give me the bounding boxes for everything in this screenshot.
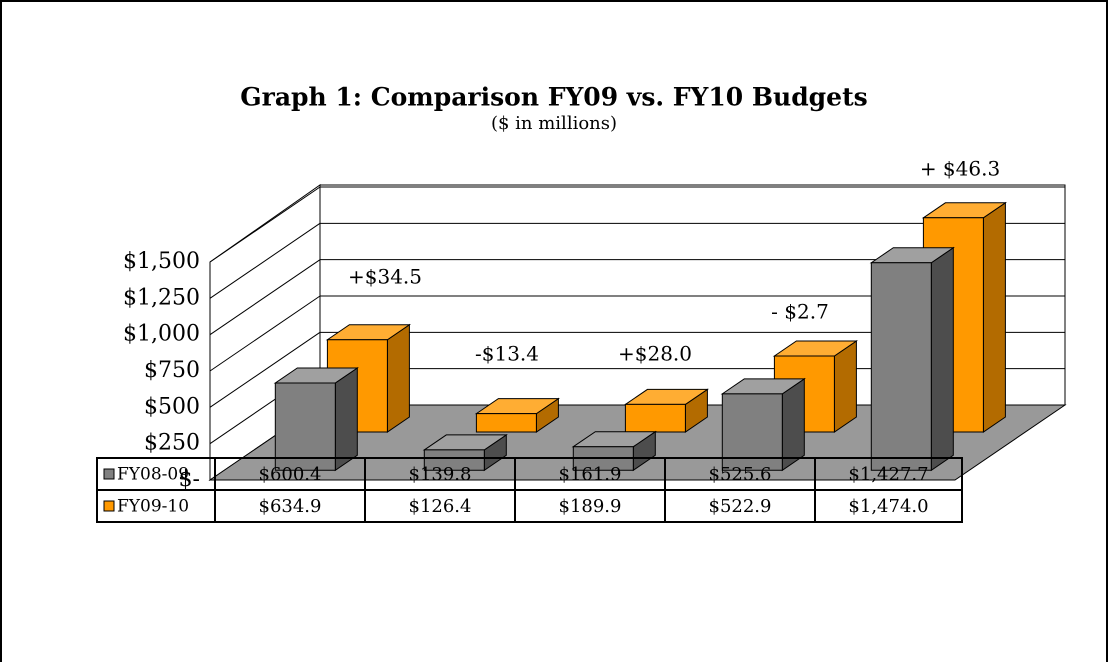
data-label: $189.9 xyxy=(559,496,622,517)
grid-line xyxy=(209,186,321,263)
data-label: $161.9 xyxy=(559,464,622,485)
annotation: +$34.5 xyxy=(348,265,422,289)
data-label: $525.6 xyxy=(709,464,772,485)
y-tick-label: $500 xyxy=(144,394,200,419)
grid-line xyxy=(209,259,321,336)
grid-line xyxy=(209,295,321,372)
annotation: -$13.4 xyxy=(475,342,539,366)
table-cell xyxy=(96,489,963,523)
data-label: $522.9 xyxy=(709,496,772,517)
data-label: $126.4 xyxy=(409,496,472,517)
y-tick-label: $1,000 xyxy=(123,322,200,347)
data-label: $139.8 xyxy=(409,464,472,485)
y-tick-label: $1,500 xyxy=(123,249,200,274)
bar-side xyxy=(334,367,358,472)
bar xyxy=(624,403,686,433)
annotation: +$28.0 xyxy=(618,342,692,366)
data-label: $1,427.7 xyxy=(848,464,928,485)
y-tick-label: $250 xyxy=(144,431,200,456)
data-label: $600.4 xyxy=(259,464,322,485)
bar xyxy=(423,449,485,471)
legend-label: FY08-09 xyxy=(117,465,189,485)
bar-side xyxy=(982,201,1006,433)
grid-line xyxy=(209,222,321,299)
bar xyxy=(274,382,336,471)
chart-subtitle: ($ in millions) xyxy=(491,113,617,134)
y-tick-label: $- xyxy=(179,467,200,492)
annotation: + $46.3 xyxy=(920,157,1000,181)
bar xyxy=(475,413,537,433)
bar-side xyxy=(930,246,954,472)
legend-swatch xyxy=(103,468,115,480)
bar-side xyxy=(781,377,805,472)
bar xyxy=(721,393,783,471)
chart-title: Graph 1: Comparison FY09 vs. FY10 Budget… xyxy=(240,83,867,112)
bar-side xyxy=(386,323,410,433)
annotation: - $2.7 xyxy=(771,300,829,324)
legend-label: FY09-10 xyxy=(117,497,189,517)
y-tick-label: $1,250 xyxy=(123,285,200,310)
data-label: $1,474.0 xyxy=(848,496,928,517)
grid-line xyxy=(209,331,321,408)
y-tick-label: $750 xyxy=(144,358,200,383)
data-label: $634.9 xyxy=(259,496,322,517)
bar-side xyxy=(833,340,857,433)
legend-swatch xyxy=(103,500,115,512)
bar xyxy=(870,262,932,471)
